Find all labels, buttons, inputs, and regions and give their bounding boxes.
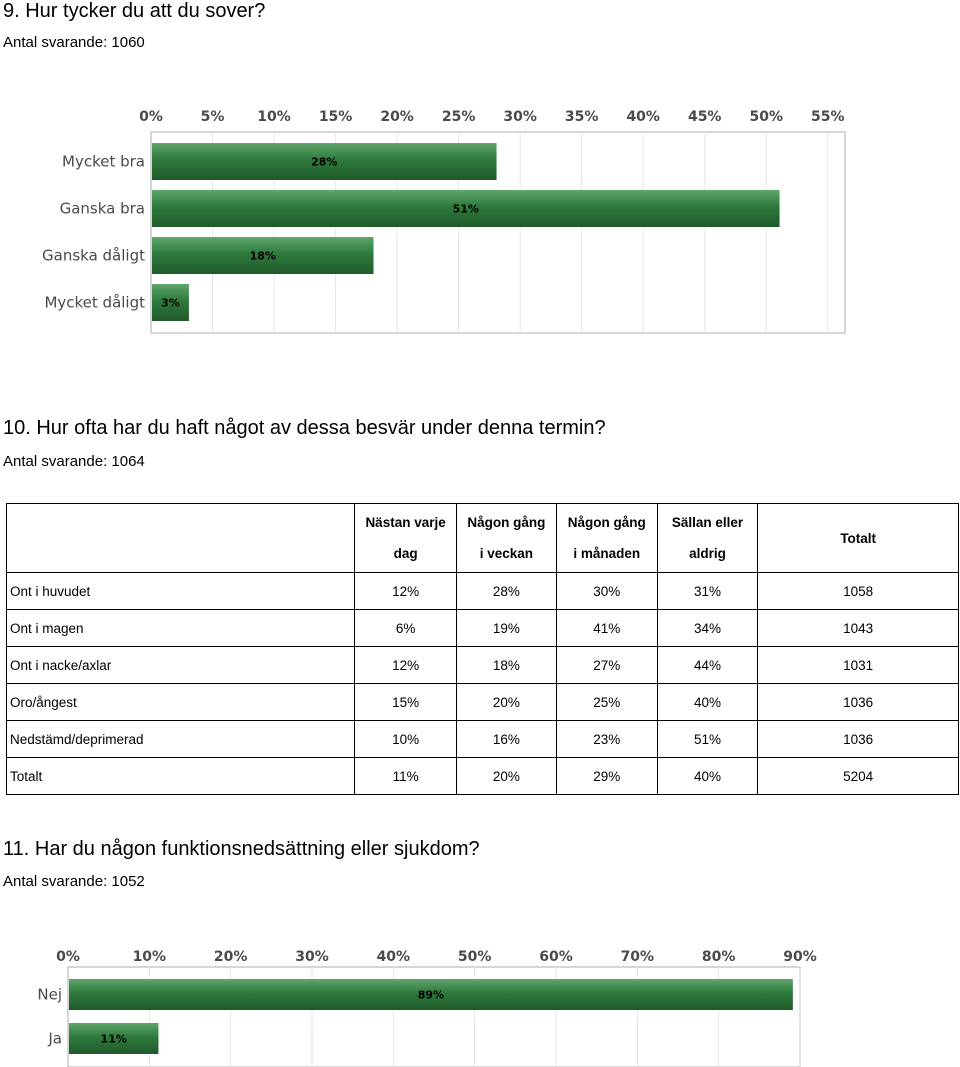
cell-weekly: 18% (456, 646, 557, 684)
q9-category-label: Mycket dåligt (44, 294, 145, 312)
q9-tick-label: 30% (503, 109, 537, 125)
cell-monthly: 29% (555, 757, 658, 795)
header-cell-rarely: Sällan eller aldrig (656, 503, 759, 573)
cell-label: Oro/ångest (5, 683, 356, 721)
cell-monthly: 41% (555, 609, 658, 647)
table-row: Totalt 11% 20% 29% 40% 5204 (5, 757, 959, 795)
q11-bar-chart: 0% 10% 20% 30% 40% 50% 60% 70% 80% 90% Nej 89% Ja 11% (37, 949, 817, 1067)
cell-daily: 11% (354, 757, 457, 795)
q11-tick-label: 60% (539, 949, 573, 965)
q11-bar (69, 1023, 159, 1054)
cell-daily: 12% (354, 572, 457, 610)
table-row: Nedstämd/deprimerad 10% 16% 23% 51% 1036 (5, 720, 959, 758)
header-cell-monthly: Någon gång i månaden (555, 503, 658, 573)
cell-daily: 10% (354, 720, 457, 758)
q10-title: 10. Hur ofta har du haft något av dessa … (3, 417, 606, 439)
q11-category-label: Ja (47, 1030, 62, 1048)
cell-label: Ont i nacke/axlar (5, 646, 356, 684)
cell-rarely: 40% (656, 757, 759, 795)
header-cell-total: Totalt (757, 503, 959, 573)
q9-tick-label: 0% (139, 109, 163, 125)
header-cell-daily: Nästan varje dag (354, 503, 457, 573)
cell-monthly: 25% (555, 683, 658, 721)
q9-bar (152, 237, 374, 274)
q11-tick-label: 40% (377, 949, 411, 965)
table-row: Ont i nacke/axlar 12% 18% 27% 44% 1031 (5, 646, 959, 684)
cell-weekly: 20% (456, 683, 557, 721)
cell-rarely: 34% (656, 609, 759, 647)
cell-rarely: 31% (656, 572, 759, 610)
q9-tick-label: 40% (626, 109, 660, 125)
q9-tick-label: 5% (201, 109, 225, 125)
q9-respondent-count: Antal svarande: 1060 (3, 34, 145, 51)
cell-total: 5204 (757, 757, 959, 795)
cell-monthly: 30% (555, 572, 658, 610)
cell-weekly: 16% (456, 720, 557, 758)
q9-bar (152, 284, 189, 321)
cell-rarely: 40% (656, 683, 759, 721)
q9-bar (152, 190, 780, 227)
q9-value-label: 51% (453, 203, 479, 216)
q11-respondent-count: Antal svarande: 1052 (3, 873, 145, 890)
header-cell-empty (5, 503, 356, 573)
table-header-row: Nästan varje dag Någon gång i veckan Någ… (5, 503, 959, 573)
cell-total: 1058 (757, 572, 959, 610)
q11-tick-label: 80% (702, 949, 736, 965)
q10-respondent-count: Antal svarande: 1064 (3, 453, 145, 470)
cell-total: 1036 (757, 683, 959, 721)
q9-tick-label: 45% (688, 109, 722, 125)
q11-tick-label: 50% (458, 949, 492, 965)
table-row: Oro/ångest 15% 20% 25% 40% 1036 (5, 683, 959, 721)
q9-tick-label: 25% (442, 109, 476, 125)
cell-label: Totalt (5, 757, 356, 795)
cell-monthly: 23% (555, 720, 658, 758)
q9-tick-label: 55% (811, 109, 845, 125)
cell-weekly: 20% (456, 757, 557, 795)
q9-value-label: 18% (250, 250, 276, 263)
q11-value-label: 89% (418, 989, 444, 1002)
q9-bar-chart: 0% 5% 10% 15% 20% 25% 30% 35% 40% 45% 50% 55% Mycket… (42, 109, 846, 334)
cell-total: 1031 (757, 646, 959, 684)
q11-category-label: Nej (37, 986, 62, 1004)
q11-title: 11. Har du någon funktionsnedsättning el… (3, 838, 480, 860)
cell-weekly: 19% (456, 609, 557, 647)
q9-tick-label: 20% (380, 109, 414, 125)
cell-label: Nedstämd/deprimerad (5, 720, 356, 758)
q11-tick-label: 70% (621, 949, 655, 965)
q9-value-label: 3% (161, 297, 180, 310)
q9-tick-label: 15% (319, 109, 353, 125)
q11-tick-label: 20% (214, 949, 248, 965)
q9-bar (152, 143, 497, 180)
q11-tick-label: 10% (133, 949, 167, 965)
q11-tick-label: 90% (783, 949, 817, 965)
cell-rarely: 51% (656, 720, 759, 758)
table-row: Ont i magen 6% 19% 41% 34% 1043 (5, 609, 959, 647)
cell-daily: 12% (354, 646, 457, 684)
q9-category-label: Ganska dåligt (42, 247, 145, 265)
table-row: Ont i huvudet 12% 28% 30% 31% 1058 (5, 572, 959, 610)
cell-label: Ont i huvudet (5, 572, 356, 610)
q11-tick-label: 30% (295, 949, 329, 965)
cell-daily: 6% (354, 609, 457, 647)
cell-rarely: 44% (656, 646, 759, 684)
cell-weekly: 28% (456, 572, 557, 610)
cell-total: 1043 (757, 609, 959, 647)
cell-daily: 15% (354, 683, 457, 721)
q11-bar (69, 979, 793, 1010)
q9-title: 9. Hur tycker du att du sover? (3, 0, 266, 22)
q9-tick-label: 10% (257, 109, 291, 125)
cell-total: 1036 (757, 720, 959, 758)
q11-value-label: 11% (101, 1033, 127, 1046)
cell-label: Ont i magen (5, 609, 356, 647)
q11-tick-label: 0% (56, 949, 80, 965)
q9-tick-label: 50% (749, 109, 783, 125)
cell-monthly: 27% (555, 646, 658, 684)
q9-category-label: Ganska bra (60, 200, 145, 218)
q10-frequency-table: Nästan varje dag Någon gång i veckan Någ… (5, 503, 959, 795)
q9-category-label: Mycket bra (62, 153, 145, 171)
header-cell-weekly: Någon gång i veckan (456, 503, 557, 573)
q9-tick-label: 35% (565, 109, 599, 125)
q9-value-label: 28% (311, 156, 337, 169)
